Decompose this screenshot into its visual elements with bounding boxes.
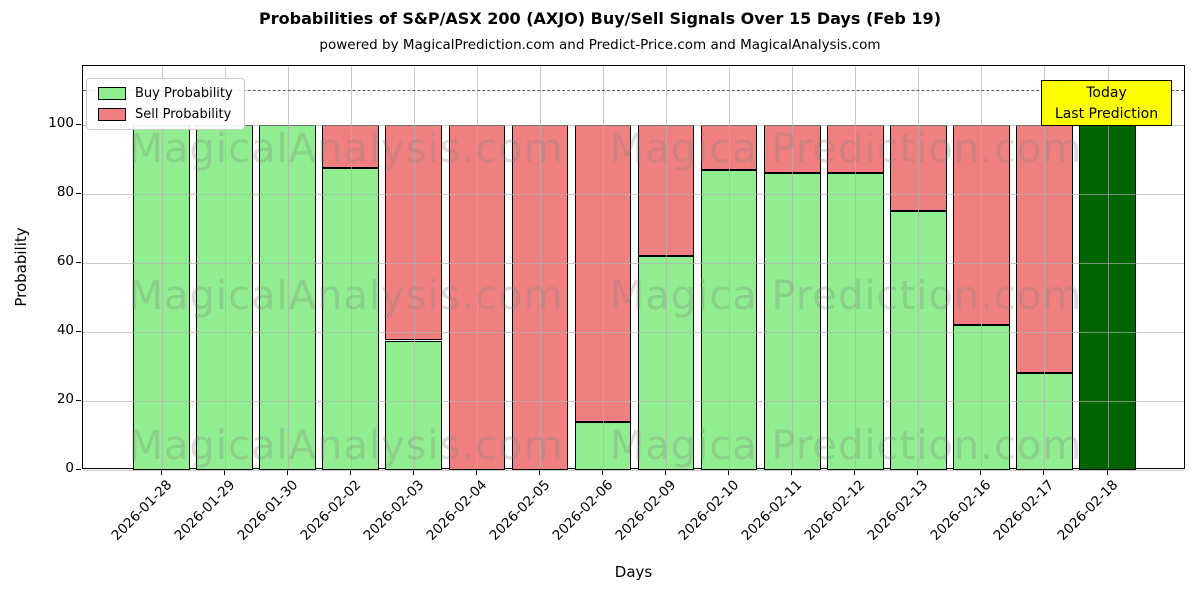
bar-buy-segment bbox=[385, 340, 443, 470]
gridline-vertical bbox=[161, 66, 163, 468]
gridline-vertical bbox=[350, 66, 352, 468]
gridline-vertical bbox=[539, 66, 541, 468]
x-tick-mark bbox=[349, 470, 351, 475]
gridline-vertical bbox=[981, 66, 983, 468]
gridline-vertical bbox=[476, 66, 478, 468]
gridline-vertical bbox=[603, 66, 604, 468]
bar-buy-segment bbox=[700, 169, 758, 470]
watermark-text: MagicalAnalysis.com bbox=[128, 126, 564, 172]
y-tick-label: 60 bbox=[56, 252, 74, 269]
y-tick-label: 20 bbox=[56, 390, 74, 407]
x-tick-mark bbox=[286, 470, 288, 475]
watermark-text: Magica Prediction.com bbox=[609, 126, 1083, 172]
today-annotation-line1: Today bbox=[1086, 85, 1127, 101]
y-tick-mark bbox=[76, 123, 81, 125]
gridline-horizontal bbox=[83, 124, 1184, 126]
y-tick-mark bbox=[76, 192, 81, 194]
y-tick-mark bbox=[76, 261, 81, 263]
x-tick-mark bbox=[854, 470, 856, 475]
x-tick-mark bbox=[917, 470, 919, 475]
gridline-vertical bbox=[918, 66, 920, 468]
x-axis-label: Days bbox=[614, 563, 653, 581]
chart-title: Probabilities of S&P/ASX 200 (AXJO) Buy/… bbox=[259, 9, 941, 28]
y-tick-label: 80 bbox=[56, 183, 74, 200]
y-tick-mark bbox=[76, 469, 81, 470]
bar-sell-segment bbox=[385, 124, 443, 341]
x-tick-mark bbox=[980, 470, 982, 475]
legend-label-sell: Sell Probability bbox=[135, 107, 232, 122]
y-tick-label: 0 bbox=[65, 460, 74, 476]
x-tick-mark bbox=[475, 470, 477, 475]
legend: Buy Probability Sell Probability bbox=[86, 78, 245, 130]
gridline-horizontal bbox=[83, 331, 1184, 333]
x-tick-mark bbox=[223, 470, 225, 475]
threshold-dashed-line bbox=[83, 90, 1184, 92]
watermark-text: Magica Prediction.com bbox=[609, 423, 1083, 469]
x-tick-mark bbox=[160, 470, 162, 475]
watermark-text: Magica Prediction.com bbox=[609, 273, 1083, 319]
bar-today bbox=[1079, 124, 1136, 470]
watermark-text: MagicalAnalysis.com bbox=[128, 273, 564, 319]
buy-probability-swatch bbox=[98, 87, 126, 100]
gridline-vertical bbox=[287, 66, 289, 468]
y-tick-mark bbox=[76, 330, 81, 332]
x-tick-label: 2026-01-28 bbox=[108, 477, 175, 544]
y-tick-label: 40 bbox=[56, 321, 74, 338]
x-tick-mark bbox=[791, 470, 793, 475]
bar-buy-segment bbox=[574, 421, 632, 470]
x-tick-mark bbox=[412, 470, 414, 475]
legend-item-sell: Sell Probability bbox=[98, 107, 233, 122]
gridline-vertical bbox=[1107, 66, 1109, 468]
x-tick-mark bbox=[728, 470, 730, 475]
sell-probability-swatch bbox=[98, 108, 126, 121]
gridline-horizontal bbox=[83, 193, 1184, 195]
bar-sell-segment bbox=[889, 124, 947, 211]
x-tick-mark bbox=[1106, 470, 1108, 475]
x-tick-mark bbox=[1043, 470, 1045, 475]
today-annotation-line2: Last Prediction bbox=[1054, 106, 1159, 122]
bar-buy-segment bbox=[889, 211, 947, 470]
x-tick-mark bbox=[665, 470, 666, 475]
gridline-vertical bbox=[224, 66, 226, 468]
y-tick-mark bbox=[76, 399, 81, 401]
bar-sell-segment bbox=[700, 124, 758, 170]
gridline-horizontal bbox=[83, 400, 1184, 402]
bar-sell-segment bbox=[574, 124, 632, 422]
chart-subtitle: powered by MagicalPrediction.com and Pre… bbox=[319, 37, 881, 53]
today-annotation-box: Today Last Prediction bbox=[1041, 80, 1172, 126]
gridline-vertical bbox=[1044, 66, 1046, 468]
plot-area: MagicalAnalysis.com Magica Prediction.com… bbox=[82, 65, 1185, 471]
gridline-vertical bbox=[413, 66, 415, 468]
gridline-vertical bbox=[792, 66, 794, 468]
legend-item-buy: Buy Probability bbox=[98, 86, 233, 101]
y-tick-label: 100 bbox=[48, 114, 74, 131]
gridline-vertical bbox=[729, 66, 731, 468]
gridline-horizontal bbox=[83, 470, 1184, 471]
gridline-vertical bbox=[855, 66, 857, 468]
bar-buy-segment bbox=[133, 124, 190, 470]
watermark-text: MagicalAnalysis.com bbox=[128, 423, 564, 469]
legend-label-buy: Buy Probability bbox=[135, 86, 233, 101]
x-tick-mark bbox=[538, 470, 540, 475]
x-tick-mark bbox=[602, 470, 603, 475]
gridline-vertical bbox=[666, 66, 667, 468]
bar-buy-segment bbox=[196, 124, 253, 470]
gridline-horizontal bbox=[83, 262, 1184, 264]
